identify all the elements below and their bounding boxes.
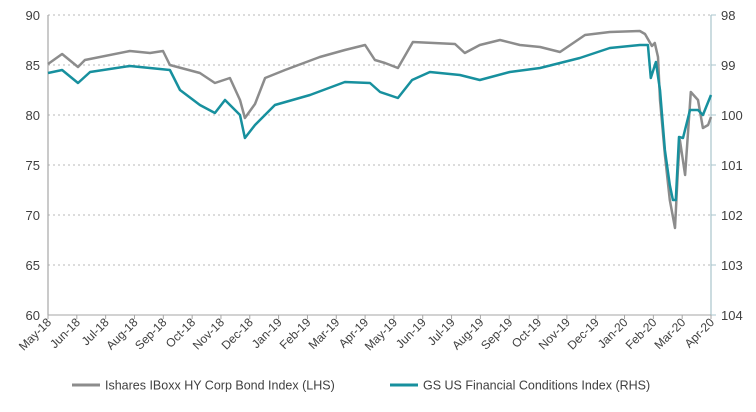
y-right-tick-label: 98 <box>721 8 735 23</box>
y-left-tick-label: 60 <box>26 308 40 323</box>
y-right-tick-label: 104 <box>721 308 743 323</box>
y-right-tick-label: 100 <box>721 108 743 123</box>
y-right-tick-label: 101 <box>721 158 743 173</box>
x-tick-label: Sep-18 <box>132 315 169 352</box>
series-lines <box>47 29 713 230</box>
axes <box>47 14 716 319</box>
y-left-tick-label: 80 <box>26 108 40 123</box>
x-tick-label: Jun-19 <box>393 315 429 351</box>
legend: Ishares IBoxx HY Corp Bond Index (LHS) GS… <box>72 379 650 393</box>
gridlines <box>48 14 711 266</box>
y-left-tick-label: 70 <box>26 208 40 223</box>
x-tick-label: Mar-20 <box>652 315 689 352</box>
y-right-tick-label: 99 <box>721 58 735 73</box>
legend-item: GS US Financial Conditions Index (RHS) <box>390 379 650 393</box>
x-tick-label: Dec-19 <box>565 315 602 352</box>
y-left-tick-label: 75 <box>26 158 40 173</box>
legend-item: Ishares IBoxx HY Corp Bond Index (LHS) <box>72 379 335 393</box>
y-left-tick-label: 85 <box>26 58 40 73</box>
series-line-hy-corp-bond <box>47 29 713 230</box>
x-tick-label: Dec-18 <box>219 315 256 352</box>
x-tick-label: Feb-20 <box>623 315 660 352</box>
y-left-tick-label: 65 <box>26 258 40 273</box>
legend-label: Ishares IBoxx HY Corp Bond Index (LHS) <box>105 379 335 393</box>
series-line-gs-fci <box>47 43 713 202</box>
x-tick-label: May-19 <box>362 315 400 353</box>
y-left-tick-label: 90 <box>26 8 40 23</box>
x-tick-label: Jun-18 <box>47 315 83 351</box>
x-tick-label: Feb-19 <box>277 315 314 352</box>
x-tick-label: Sep-19 <box>478 315 515 352</box>
legend-label: GS US Financial Conditions Index (RHS) <box>423 379 650 393</box>
tick-labels: 606570758085901041031021011009998May-18J… <box>16 8 743 353</box>
y-right-tick-label: 102 <box>721 208 743 223</box>
x-tick-label: Apr-20 <box>682 315 718 351</box>
y-right-tick-label: 103 <box>721 258 743 273</box>
x-tick-label: Mar-19 <box>306 315 343 352</box>
